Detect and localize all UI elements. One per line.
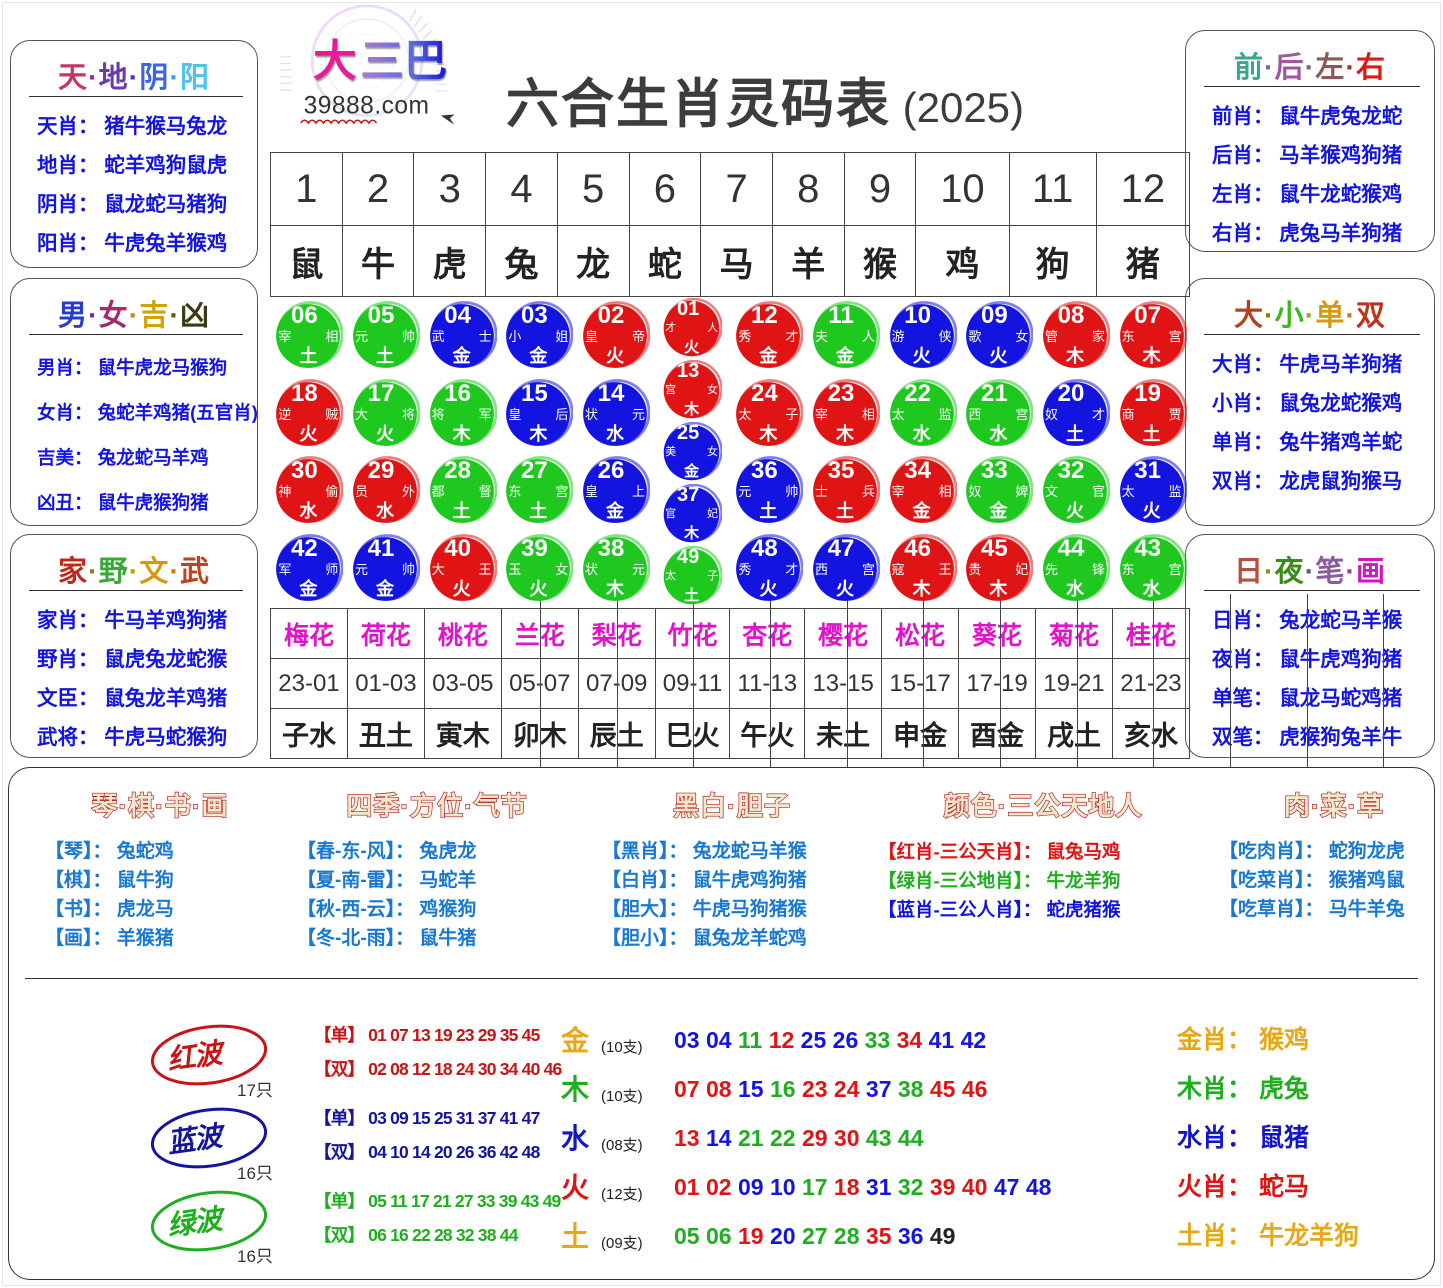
svg-text:三巴: 三巴 bbox=[360, 38, 447, 86]
svg-text:39888.com: 39888.com bbox=[304, 93, 430, 120]
svg-text:大: 大 bbox=[313, 38, 357, 86]
